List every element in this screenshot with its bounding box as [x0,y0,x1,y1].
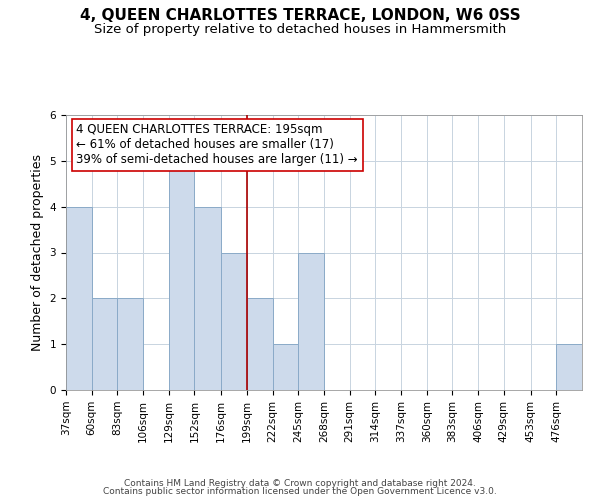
Bar [169,161,194,390]
Bar [247,298,272,390]
Text: 4 QUEEN CHARLOTTES TERRACE: 195sqm
← 61% of detached houses are smaller (17)
39%: 4 QUEEN CHARLOTTES TERRACE: 195sqm ← 61%… [76,123,358,166]
Bar [66,206,92,390]
Text: Contains public sector information licensed under the Open Government Licence v3: Contains public sector information licen… [103,487,497,496]
Bar [298,252,324,390]
Bar [92,298,118,390]
Text: Size of property relative to detached houses in Hammersmith: Size of property relative to detached ho… [94,22,506,36]
Bar [556,344,582,390]
Bar [194,206,221,390]
Text: Contains HM Land Registry data © Crown copyright and database right 2024.: Contains HM Land Registry data © Crown c… [124,478,476,488]
Text: 4, QUEEN CHARLOTTES TERRACE, LONDON, W6 0SS: 4, QUEEN CHARLOTTES TERRACE, LONDON, W6 … [80,8,520,22]
Bar [272,344,298,390]
Bar [221,252,247,390]
Y-axis label: Number of detached properties: Number of detached properties [31,154,44,351]
Bar [118,298,143,390]
